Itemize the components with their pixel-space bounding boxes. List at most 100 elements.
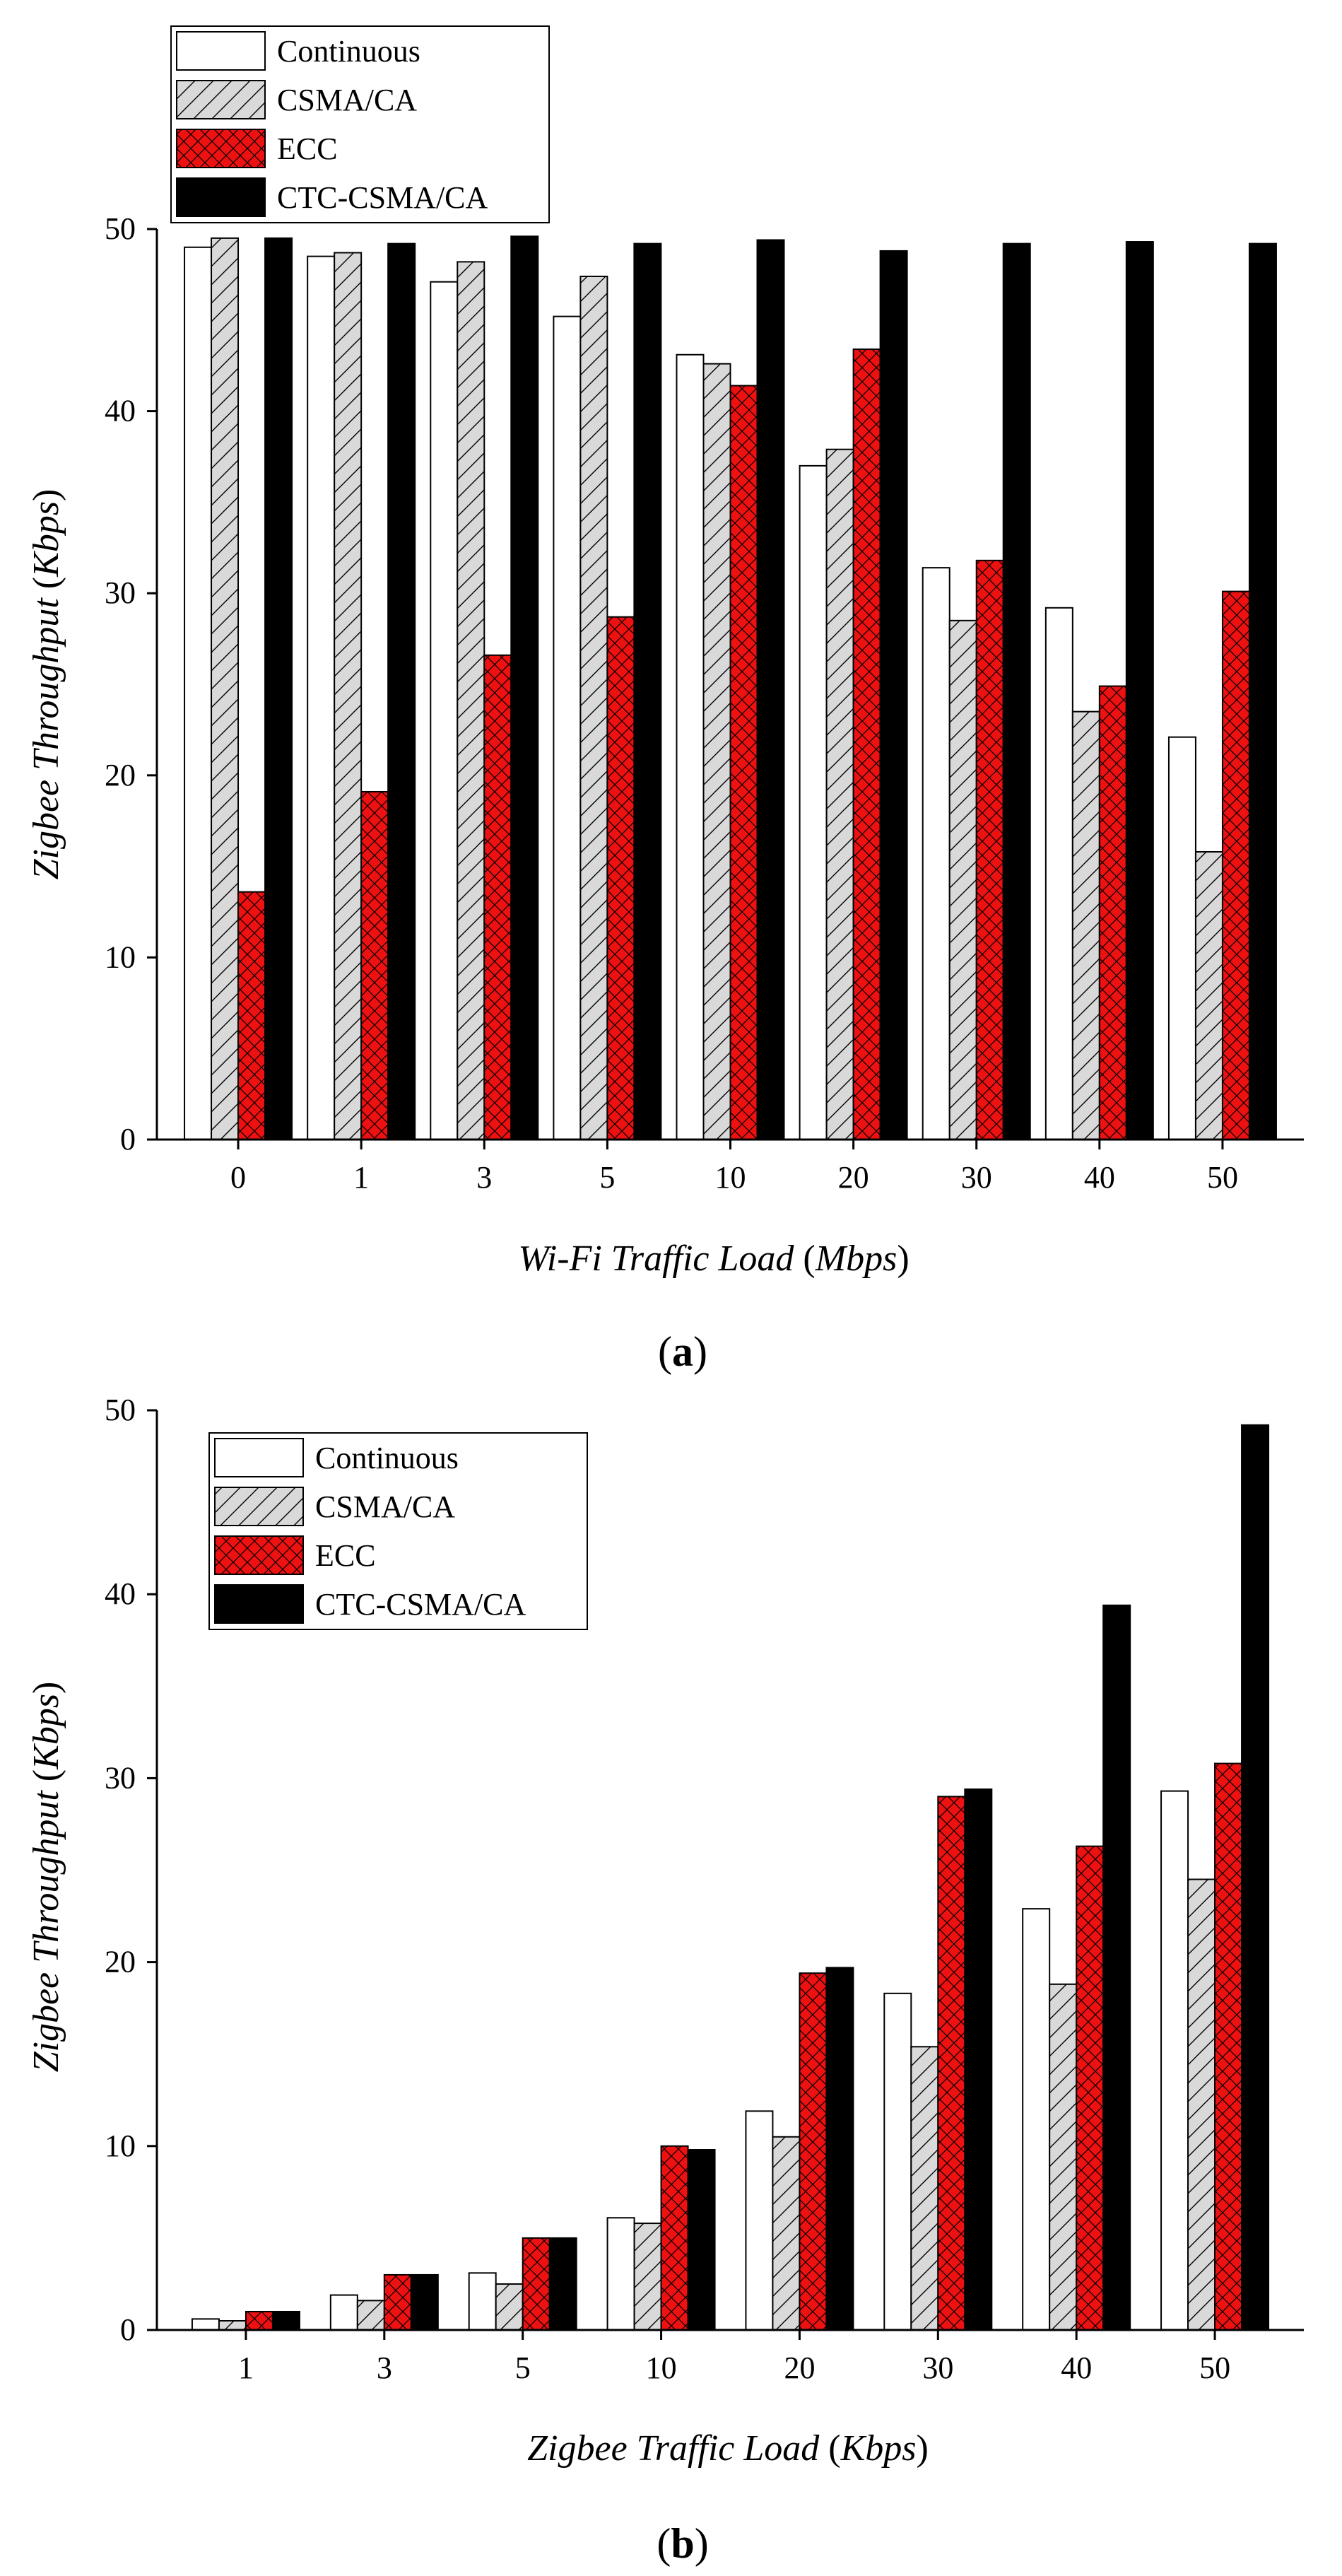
legend-swatch [176, 80, 266, 119]
bar-csma-ca: CSMA/CA @ 1: 0.5 [218, 2319, 247, 2331]
chart-b-panel-label: (b) [657, 2520, 708, 2567]
legend-label: CSMA/CA [277, 83, 417, 117]
x-tick-label: 3 [377, 2350, 392, 2385]
chart-b-x-axis-title: Zigbee Traffic Load (Kbps) [527, 2428, 929, 2469]
bar-ecc: ECC @ 50: 30.8 [1214, 1762, 1243, 2331]
x-tick-label: 30 [922, 2350, 953, 2385]
bar-ecc: ECC @ 30: 29 [937, 1796, 966, 2331]
x-tick-label: 40 [1061, 2350, 1092, 2385]
bar-csma-ca: CSMA/CA @ 5: 2.5 [495, 2283, 524, 2331]
bar-ctc-csma-ca: CTC-CSMA/CA @ 5: 49.2 [633, 242, 662, 1140]
x-tick-label: 5 [599, 1160, 615, 1195]
bar-ctc-csma-ca: CTC-CSMA/CA @ 3: 3 [410, 2273, 439, 2331]
chart-a-xticks: 0 1 3 5 10 20 30 40 50 [230, 1140, 1238, 1195]
chart-a-legend-items: Continuous CSMA/CA ECC CTC-CSMA/CA [176, 31, 488, 217]
bar-ctc-csma-ca: CTC-CSMA/CA @ 1: 1 [271, 2310, 300, 2331]
x-tick-label: 10 [646, 2350, 677, 2385]
bar-continuous: Continuous @ 1: 0.6 [191, 2318, 220, 2331]
legend-swatch [214, 1438, 304, 1477]
y-tick-label: 0 [120, 2312, 136, 2347]
legend-swatch [176, 31, 266, 71]
chart-b: Continuous @ 1: 0.6CSMA/CA @ 1: 0.5ECC @… [26, 1393, 1304, 2567]
legend-swatch [214, 1584, 304, 1624]
bar-ecc: ECC @ 10: 10 [660, 2145, 689, 2331]
y-tick-label: 0 [120, 1122, 136, 1157]
legend-label: CSMA/CA [315, 1489, 455, 1524]
x-tick-label: 50 [1207, 1160, 1238, 1195]
legend-swatch [176, 129, 266, 168]
bar-continuous: Continuous @ 0: 49 [184, 246, 213, 1140]
bar-ctc-csma-ca: CTC-CSMA/CA @ 30: 29.4 [964, 1788, 993, 2331]
x-tick-label: 20 [838, 1160, 869, 1195]
y-tick-label: 40 [105, 394, 136, 428]
x-tick-label: 40 [1084, 1160, 1115, 1195]
chart-a: Continuous @ 0: 49CSMA/CA @ 0: 49.5 ECC @… [26, 25, 1304, 1375]
legend-label: ECC [315, 1538, 376, 1573]
bar-ctc-csma-ca: CTC-CSMA/CA @ 30: 49.2 [1002, 242, 1031, 1140]
legend-label: ECC [277, 131, 338, 166]
bar-continuous: Continuous @ 20: 11.9 [745, 2110, 774, 2331]
bar-ecc: ECC @ 10: 41.4 [729, 385, 758, 1140]
bar-csma-ca: CSMA/CA @ 50: 15.8 [1194, 850, 1223, 1140]
bar-csma-ca: CSMA/CA @ 40: 18.8 [1049, 1983, 1078, 2331]
bar-csma-ca: CSMA/CA @ 40: 23.5 [1071, 710, 1100, 1140]
bar-csma-ca: CSMA/CA @ 20: 37.9 [825, 448, 854, 1140]
x-tick-label: 50 [1199, 2350, 1230, 2385]
y-tick-label: 30 [105, 1760, 136, 1795]
chart-b-y-axis-title: Zigbee Throughput (Kbps) [26, 1682, 66, 2073]
bar-ecc: ECC @ 20: 43.4 [852, 349, 881, 1140]
bar-ctc-csma-ca: CTC-CSMA/CA @ 3: 49.6 [510, 235, 539, 1141]
bar-csma-ca: CSMA/CA @ 3: 48.2 [457, 261, 485, 1140]
legend-swatch [214, 1535, 304, 1575]
bar-ctc-csma-ca: CTC-CSMA/CA @ 20: 19.7 [825, 1967, 854, 2331]
bar-ctc-csma-ca: CTC-CSMA/CA @ 10: 49.4 [756, 239, 785, 1140]
bar-csma-ca: CSMA/CA @ 30: 28.5 [948, 619, 977, 1140]
y-tick-label: 10 [105, 2129, 136, 2163]
bar-csma-ca: CSMA/CA @ 10: 42.6 [702, 363, 731, 1140]
bar-continuous: Continuous @ 50: 22.1 [1167, 736, 1196, 1140]
bar-continuous: Continuous @ 30: 18.3 [883, 1992, 912, 2331]
bar-csma-ca: CSMA/CA @ 20: 10.5 [772, 2136, 801, 2331]
bar-continuous: Continuous @ 1: 48.5 [307, 255, 336, 1140]
bar-ecc: ECC @ 50: 30.1 [1221, 590, 1250, 1140]
legend-label: Continuous [315, 1441, 459, 1475]
x-tick-label: 0 [230, 1160, 246, 1195]
chart-b-yticks: 0 10 20 30 40 50 [105, 1393, 157, 2347]
bar-continuous: Continuous @ 3: 1.9 [329, 2294, 358, 2331]
bar-csma-ca: CSMA/CA @ 0: 49.5 [211, 237, 240, 1140]
x-tick-label: 5 [515, 2350, 531, 2385]
bar-ecc: ECC @ 40: 26.3 [1076, 1845, 1105, 2331]
x-tick-label: 30 [961, 1160, 992, 1195]
bar-continuous: Continuous @ 10: 6.1 [606, 2217, 635, 2331]
bar-continuous: Continuous @ 50: 29.3 [1160, 1790, 1189, 2331]
bar-ecc: ECC @ 3: 26.6 [483, 654, 512, 1140]
bar-csma-ca: CSMA/CA @ 1: 48.7 [334, 252, 363, 1140]
chart-b-legend-items: Continuous CSMA/CA ECC CTC-CSMA/CA [214, 1438, 526, 1624]
bar-ctc-csma-ca: CTC-CSMA/CA @ 50: 49.2 [1248, 242, 1277, 1140]
bar-continuous: Continuous @ 30: 31.4 [922, 567, 950, 1140]
y-tick-label: 10 [105, 939, 136, 974]
legend-label: CTC-CSMA/CA [277, 180, 488, 215]
chart-a-panel-label: (a) [658, 1328, 707, 1375]
bar-continuous: Continuous @ 5: 3.1 [468, 2272, 497, 2331]
bar-continuous: Continuous @ 40: 29.2 [1044, 607, 1073, 1140]
chart-a-bars: Continuous @ 0: 49CSMA/CA @ 0: 49.5 ECC @… [184, 235, 1277, 1141]
bar-csma-ca: CSMA/CA @ 10: 5.8 [633, 2223, 662, 2331]
bar-continuous: Continuous @ 40: 22.9 [1022, 1908, 1051, 2331]
bar-ecc: ECC @ 1: 1 [245, 2310, 273, 2331]
bar-ecc: ECC @ 20: 19.4 [799, 1972, 828, 2331]
bar-csma-ca: CSMA/CA @ 3: 1.6 [356, 2300, 385, 2331]
chart-a-y-axis-title: Zigbee Throughput (Kbps) [26, 489, 66, 880]
chart-a-yticks: 0 10 20 30 40 50 [105, 211, 157, 1157]
bar-ecc: ECC @ 40: 24.9 [1098, 685, 1127, 1140]
bar-ecc: ECC @ 5: 28.7 [606, 616, 635, 1140]
chart-b-axes [155, 1410, 1304, 2331]
x-tick-label: 20 [784, 2350, 815, 2385]
x-tick-label: 1 [238, 2350, 254, 2385]
bar-continuous: Continuous @ 10: 43.1 [676, 353, 705, 1140]
chart-b-xticks: 1 3 5 10 20 30 40 50 [238, 2330, 1230, 2385]
bar-ctc-csma-ca: CTC-CSMA/CA @ 5: 5 [548, 2237, 577, 2331]
x-tick-label: 3 [476, 1160, 492, 1195]
y-tick-label: 40 [105, 1576, 136, 1611]
